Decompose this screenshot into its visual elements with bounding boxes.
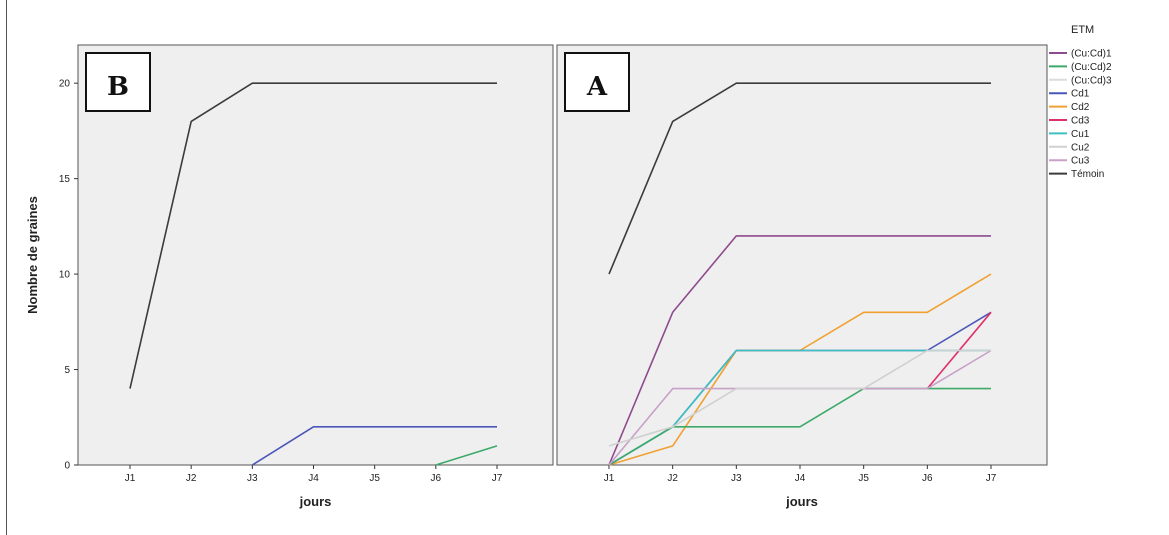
x-tick-label: J2	[667, 473, 678, 484]
legend-label: (Cu:Cd)3	[1071, 75, 1112, 86]
series-line-t-moin	[129, 82, 497, 389]
legend-label: Témoin	[1071, 169, 1104, 180]
x-tick-label: J3	[731, 473, 742, 484]
x-tick-label: J6	[431, 473, 442, 484]
x-tick-label: J5	[369, 473, 380, 484]
legend-label: Cu3	[1071, 156, 1090, 167]
panel-label: A	[586, 72, 608, 102]
plot-area	[556, 44, 1048, 466]
x-tick-label: J4	[308, 473, 319, 484]
legend-item-cu2: Cu2	[1049, 142, 1090, 153]
legend-item-cu1: Cu1	[1049, 129, 1090, 140]
x-axis-title: jours	[785, 494, 818, 509]
x-tick-label: J7	[492, 473, 503, 484]
panel-label-box	[564, 52, 630, 112]
legend-item-t-moin: Témoin	[1049, 169, 1104, 180]
legend-title: ETM	[1071, 24, 1094, 36]
legend-label: Cd3	[1071, 116, 1090, 127]
legend-label: Cu1	[1071, 129, 1090, 140]
panel-label-box	[85, 52, 151, 112]
y-tick-label: 15	[59, 174, 71, 185]
x-axis-title: jours	[299, 494, 332, 509]
legend-item-cd1: Cd1	[1049, 89, 1090, 100]
series-line-cu-cd-1	[608, 235, 991, 466]
legend-label: (Cu:Cd)2	[1071, 62, 1112, 73]
x-tick-label: J3	[247, 473, 258, 484]
series-line-cu-cd-2	[435, 445, 498, 466]
y-axis-title: Nombre de graines	[25, 196, 40, 314]
legend-label: (Cu:Cd)1	[1071, 49, 1112, 60]
series-line-t-moin	[608, 82, 991, 275]
y-tick-label: 5	[64, 365, 70, 376]
y-tick-label: 10	[59, 270, 71, 281]
panel-label: B	[107, 72, 129, 102]
legend-item-cd2: Cd2	[1049, 102, 1090, 113]
x-tick-label: J4	[795, 473, 806, 484]
x-tick-label: J2	[186, 473, 197, 484]
y-tick-label: 20	[59, 79, 71, 90]
series-line-cd1	[251, 425, 497, 466]
x-tick-label: J7	[986, 473, 997, 484]
legend-label: Cd1	[1071, 89, 1090, 100]
legend-item-cu-cd-2: (Cu:Cd)2	[1049, 62, 1112, 73]
legend-item-cu-cd-1: (Cu:Cd)1	[1049, 49, 1112, 60]
y-tick-label: 0	[64, 461, 70, 472]
x-tick-label: J6	[922, 473, 933, 484]
legend: ETM (Cu:Cd)1 (Cu:Cd)2 (Cu:Cd)3 Cd1 Cd2 Cd3 Cu1 C…	[1049, 24, 1112, 180]
page-frame-line	[6, 0, 7, 535]
legend-label: Cu2	[1071, 142, 1090, 153]
legend-item-cu3: Cu3	[1049, 156, 1090, 167]
legend-label: Cd2	[1071, 102, 1090, 113]
x-tick-label: J1	[604, 473, 615, 484]
legend-item-cu-cd-3: (Cu:Cd)3	[1049, 75, 1112, 86]
x-tick-label: J1	[125, 473, 136, 484]
series-line-cu2	[608, 349, 991, 447]
plot-area	[77, 44, 554, 466]
legend-item-cd3: Cd3	[1049, 116, 1090, 127]
x-tick-label: J5	[858, 473, 869, 484]
